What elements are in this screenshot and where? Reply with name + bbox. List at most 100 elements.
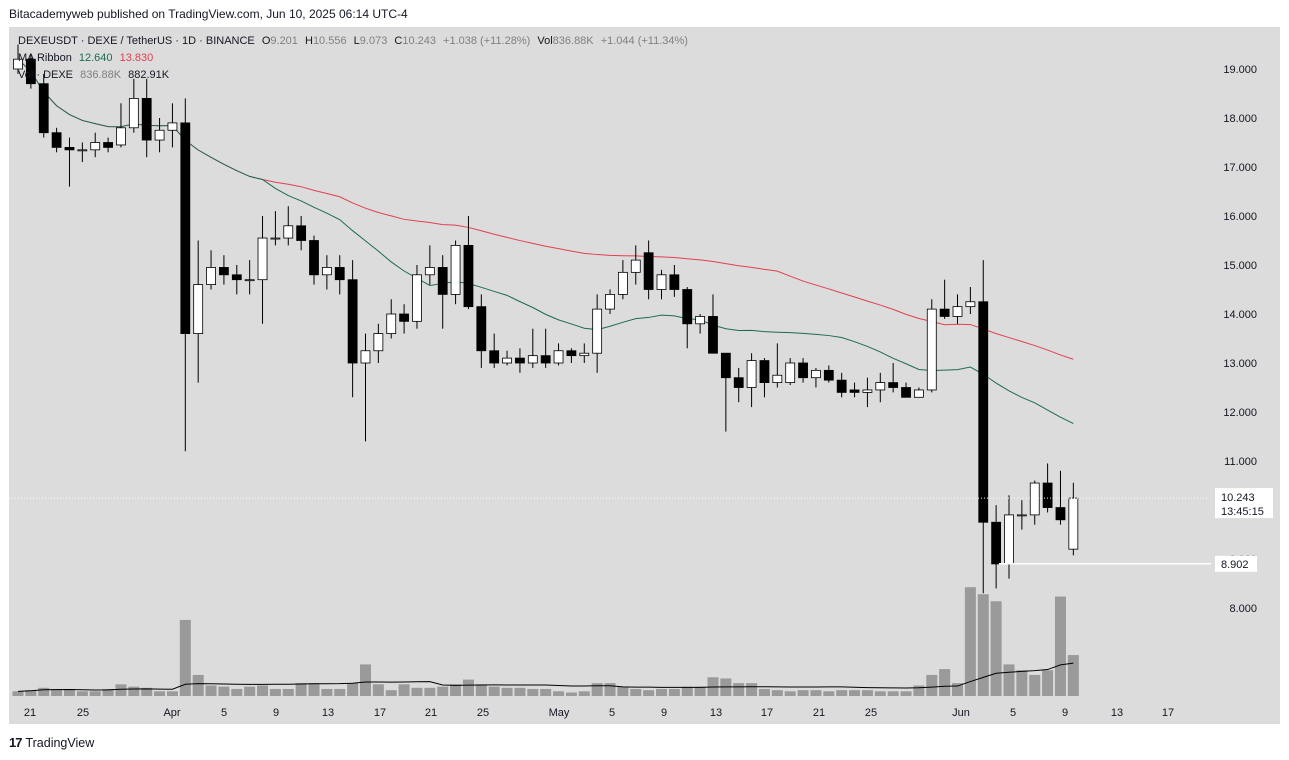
volume-bar — [89, 691, 101, 696]
volume-bar — [231, 688, 243, 696]
candle — [798, 358, 808, 383]
time-tick-label: 5 — [609, 707, 615, 719]
volume-legend[interactable]: Vol · DEXE 836.88K 882.91K — [18, 69, 173, 81]
candle — [103, 137, 113, 153]
price-tick-label: 11.000 — [1224, 456, 1257, 468]
candle-body — [38, 83, 49, 134]
candle — [64, 137, 75, 187]
volume-bar — [359, 664, 371, 696]
volume-ma-value: 882.91K — [128, 69, 170, 81]
candle-body — [592, 308, 603, 354]
time-tick-label: 9 — [273, 707, 279, 719]
candles — [13, 44, 1079, 594]
volume-ma-line — [17, 662, 1074, 692]
candle — [412, 265, 422, 329]
candle-body — [811, 369, 821, 379]
candle-body — [515, 357, 525, 364]
price-tick-label: 15.000 — [1223, 260, 1257, 272]
candle-body — [116, 127, 126, 146]
candle — [437, 255, 448, 329]
candle-body — [978, 301, 989, 523]
candle-body — [849, 389, 860, 393]
candle-body — [540, 355, 551, 364]
chart-pane[interactable]: 8.0009.00010.00011.00012.00013.00014.000… — [9, 27, 1280, 724]
volume-bar — [964, 587, 976, 696]
volume-bar — [1054, 596, 1066, 696]
candle-body — [386, 313, 397, 335]
tradingview-branding[interactable]: 17 TradingView — [9, 735, 94, 750]
candle-body — [1068, 497, 1079, 550]
candle — [540, 328, 551, 368]
publisher-credit: Bitacademyweb published on TradingView.c… — [9, 7, 408, 21]
volume-bar — [385, 690, 397, 696]
vol-label: Vol — [537, 35, 553, 47]
time-tick-label: 17 — [761, 707, 773, 719]
volume-bar — [462, 679, 474, 696]
ma-ribbon-legend[interactable]: MA Ribbon 12.640 13.830 — [18, 52, 157, 64]
candle-body — [360, 350, 371, 364]
candle — [772, 343, 783, 388]
price-chart[interactable]: 8.0009.00010.00011.00012.00013.00014.000… — [9, 27, 1280, 724]
time-tick-label: 9 — [661, 707, 667, 719]
candle-body — [128, 98, 139, 129]
price-tick-label: 14.000 — [1223, 309, 1257, 321]
volume-bar — [424, 687, 436, 696]
candle — [502, 350, 512, 366]
candle — [579, 343, 590, 363]
candle-body — [257, 237, 268, 281]
candle — [1068, 482, 1079, 556]
candle-body — [566, 350, 577, 357]
low-value: 9.073 — [359, 35, 388, 47]
volume-indicator-value: 836.88K — [80, 69, 122, 81]
price-tick-label: 18.000 — [1223, 113, 1257, 125]
candle — [656, 269, 667, 300]
candle-body — [450, 244, 461, 295]
time-tick-label: 21 — [24, 707, 36, 719]
candle — [849, 382, 860, 398]
candle-body — [424, 267, 435, 276]
candle-body — [991, 521, 1002, 565]
volume-bar — [1016, 670, 1028, 696]
price-tick-label: 8.000 — [1229, 603, 1257, 615]
volume-bar — [128, 686, 140, 696]
candle — [193, 240, 204, 383]
volume-bar — [1029, 674, 1041, 696]
candle — [720, 352, 731, 432]
candle-body — [64, 147, 75, 151]
low-label: L — [353, 35, 360, 47]
candle-body — [708, 316, 718, 354]
candle — [476, 294, 487, 368]
candle-body — [167, 122, 178, 131]
volume-bar — [694, 686, 706, 696]
candle-body — [321, 267, 332, 276]
candle — [823, 365, 834, 383]
symbol-title[interactable]: DEXEUSDT · DEXE / TetherUS · 1D · BINANC… — [18, 35, 255, 47]
volume-bar — [398, 684, 410, 696]
volume-bar — [681, 686, 693, 696]
volume-bars — [12, 587, 1079, 696]
candle-body — [862, 389, 873, 393]
time-tick-label: 13 — [1111, 707, 1123, 719]
candle-body — [823, 369, 834, 381]
ma-fast-value: 12.640 — [78, 52, 113, 64]
tradingview-brand-text: TradingView — [25, 735, 95, 750]
candle-body — [643, 252, 654, 290]
price-tick-label: 19.000 — [1223, 64, 1257, 76]
candle-body — [798, 362, 808, 379]
candle — [630, 245, 641, 285]
candle — [965, 287, 976, 314]
time-tick-label: 21 — [425, 707, 437, 719]
volume-bar — [308, 683, 320, 696]
volume-bar — [733, 683, 745, 696]
volume-bar — [411, 687, 423, 696]
candle-body — [206, 267, 216, 285]
volume-bar — [565, 692, 577, 696]
candle-body — [746, 360, 757, 388]
candle — [759, 358, 770, 398]
volume-bar — [450, 684, 462, 696]
volume-bar — [874, 691, 886, 696]
volume-bar — [501, 687, 513, 696]
candle-body — [502, 357, 512, 364]
candle-body — [25, 58, 36, 85]
volume-bar — [102, 688, 114, 696]
